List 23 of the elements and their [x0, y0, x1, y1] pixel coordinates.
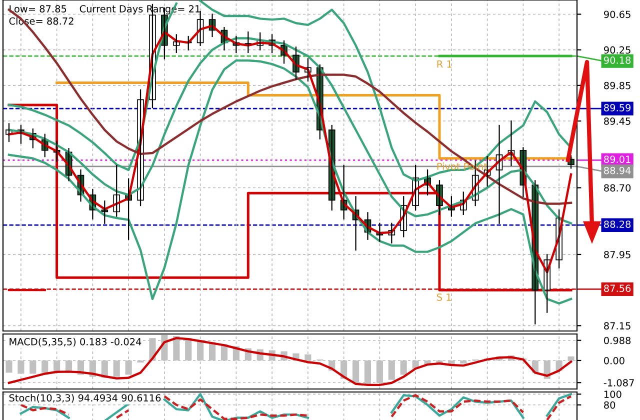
y-tick-label: 87.15	[604, 322, 630, 330]
y-tick-label: 0.00	[604, 356, 624, 364]
y-tick-label: 89.45	[604, 117, 630, 125]
annotation: S 1	[437, 294, 451, 301]
chart-title: MACD(5,35,5) 0.183 -0.024	[10, 338, 142, 347]
annotation: Pivot Point	[437, 162, 488, 170]
y-tick-label: 89.85	[604, 82, 630, 90]
y-tick-label: -1.087	[604, 379, 634, 386]
ref-line-label: 89.59	[604, 104, 631, 112]
y-tick-label: 88.70	[604, 184, 631, 192]
y-tick-label: 90.25	[604, 46, 630, 54]
annotation: R 1	[437, 60, 452, 68]
y-tick-label: 80	[604, 401, 616, 409]
y-tick-label: 0.988	[604, 336, 631, 344]
ref-line-label: 88.94	[604, 166, 631, 174]
ref-line-label: 88.28	[604, 220, 631, 228]
y-tick-label: 90.65	[604, 10, 630, 18]
ref-line-label: 89.01	[604, 156, 630, 163]
ref-line-label: 90.18	[604, 56, 631, 64]
chart-title: Stoch(10,3,3) 94.4934 90.6116	[9, 394, 161, 403]
y-tick-label: 100	[604, 390, 622, 398]
ref-line-label: 87.56	[604, 284, 631, 292]
y-tick-label: 87.95	[604, 250, 630, 258]
